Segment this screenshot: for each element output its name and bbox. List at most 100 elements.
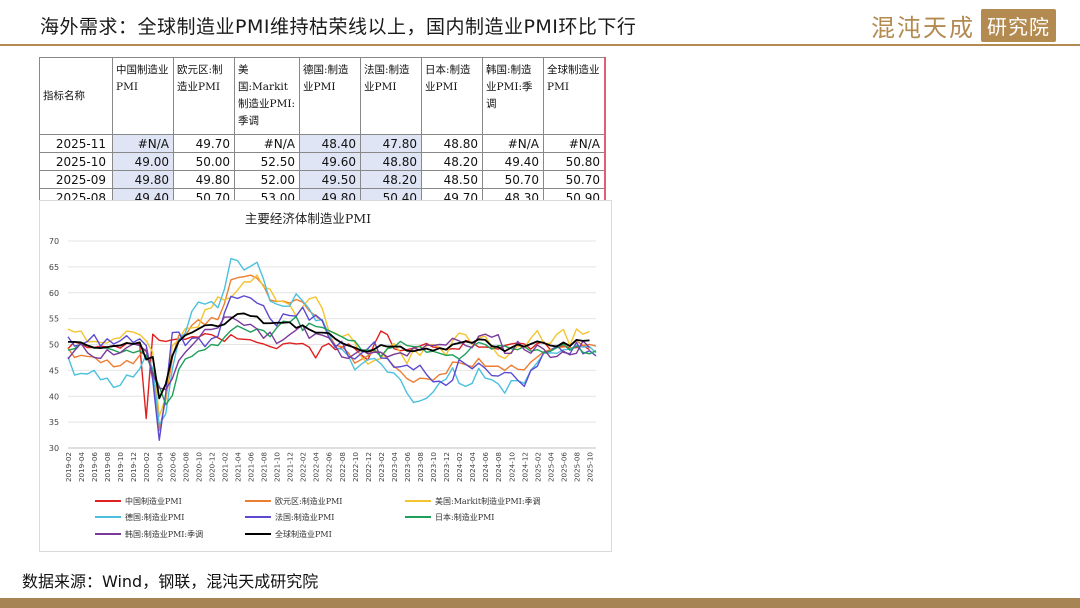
x-tick-label: 2021-12 xyxy=(286,452,295,482)
x-tick-label: 2022-04 xyxy=(312,452,321,482)
table-row: 2025-11 #N/A 49.70 #N/A 48.40 47.80 48.80 #N/A #… xyxy=(39,134,606,153)
table-header-cell: 日本:制造业PMI xyxy=(421,57,483,135)
table-cell: #N/A xyxy=(543,134,606,153)
x-tick-label: 2020-02 xyxy=(142,452,151,482)
x-tick-label: 2020-10 xyxy=(194,452,203,482)
x-tick-label: 2022-12 xyxy=(364,452,373,482)
y-tick-label: 65 xyxy=(49,263,59,272)
pmi-line-chart: 主要经济体制造业PMI 30 35 40 45 50 55 60 65 70 2019-02 20… xyxy=(49,211,597,539)
table-header-cell: 全球制造业PMI xyxy=(543,57,606,135)
legend-label: 美国:Markit制造业PMI:季调 xyxy=(435,496,541,506)
table-cell: #N/A xyxy=(234,134,300,153)
y-tick-label: 60 xyxy=(49,289,59,298)
series-line xyxy=(67,316,590,391)
x-tick-label: 2024-02 xyxy=(455,452,464,482)
x-tick-label: 2023-12 xyxy=(442,452,451,482)
table-cell: 49.70 xyxy=(173,134,235,153)
table-cell: 48.40 xyxy=(299,134,361,153)
legend-label: 中国制造业PMI xyxy=(125,496,182,506)
x-tick-label: 2019-06 xyxy=(90,452,99,482)
table-cell: 52.00 xyxy=(234,170,300,189)
x-tick-label: 2023-02 xyxy=(377,452,386,482)
x-tick-label: 2022-06 xyxy=(325,452,334,482)
x-tick-label: 2025-10 xyxy=(585,452,594,482)
x-tick-label: 2021-10 xyxy=(273,452,282,482)
y-tick-label: 50 xyxy=(49,341,59,350)
table-header-cell: 韩国:制造业PMI:季调 xyxy=(482,57,544,135)
x-tick-label: 2024-06 xyxy=(481,452,490,482)
x-tick-label: 2019-08 xyxy=(103,452,112,482)
table-header-cell: 德国:制造业PMI xyxy=(299,57,361,135)
legend-label: 全球制造业PMI xyxy=(275,529,332,539)
series-line xyxy=(67,315,597,406)
x-tick-label: 2021-08 xyxy=(260,452,269,482)
table-cell: 49.40 xyxy=(482,152,544,171)
table-cell: 52.50 xyxy=(234,152,300,171)
y-tick-label: 35 xyxy=(49,418,59,427)
legend-label: 欧元区:制造业PMI xyxy=(275,496,342,506)
series-line xyxy=(68,312,590,400)
brand-box-text: 研究院 xyxy=(981,8,1056,42)
x-tick-label: 2021-02 xyxy=(220,452,229,482)
table-header-cell: 美国:Markit制造业PMI:季调 xyxy=(234,57,300,135)
x-tick-label: 2022-10 xyxy=(351,452,360,482)
table-cell: 50.70 xyxy=(543,170,606,189)
table-cell: 47.80 xyxy=(360,134,422,153)
legend-label: 德国:制造业PMI xyxy=(125,512,184,522)
table-row-label: 2025-09 xyxy=(39,170,113,189)
x-tick-label: 2024-12 xyxy=(520,452,529,482)
table-cell: #N/A xyxy=(112,134,174,153)
x-tick-label: 2023-08 xyxy=(416,452,425,482)
table-cell: 48.50 xyxy=(421,170,483,189)
x-tick-label: 2020-04 xyxy=(155,452,164,482)
x-tick-label: 2025-04 xyxy=(546,452,555,482)
table-row-label: 2025-11 xyxy=(39,134,113,153)
brand-main-text: 混沌天成 xyxy=(871,13,975,42)
x-tick-label: 2025-06 xyxy=(559,452,568,482)
table-cell: #N/A xyxy=(482,134,544,153)
table-cell: 48.80 xyxy=(421,134,483,153)
table-header-cell: 法国:制造业PMI xyxy=(360,57,422,135)
x-tick-label: 2019-04 xyxy=(77,452,86,482)
pmi-table: 指标名称 中国制造业PMI 欧元区:制造业PMI 美国:Markit制造业PMI… xyxy=(39,57,606,207)
y-tick-label: 55 xyxy=(49,315,59,324)
table-row-label: 2025-10 xyxy=(39,152,113,171)
x-tick-label: 2022-08 xyxy=(338,452,347,482)
x-tick-label: 2022-02 xyxy=(299,452,308,482)
table-cell: 49.80 xyxy=(173,170,235,189)
x-tick-label: 2020-06 xyxy=(168,452,177,482)
table-header-cell: 指标名称 xyxy=(39,57,113,135)
x-tick-label: 2019-02 xyxy=(64,452,73,482)
x-tick-label: 2019-10 xyxy=(116,452,125,482)
chart-title: 主要经济体制造业PMI xyxy=(245,211,371,226)
x-tick-label: 2023-06 xyxy=(403,452,412,482)
data-source: 数据来源：Wind，钢联，混沌天成研究院 xyxy=(22,572,319,591)
table-cell: 49.60 xyxy=(299,152,361,171)
x-tick-label: 2024-08 xyxy=(494,452,503,482)
header-rule xyxy=(0,44,1080,46)
table-header-cell: 欧元区:制造业PMI xyxy=(173,57,235,135)
x-tick-label: 2021-06 xyxy=(247,452,256,482)
x-tick-label: 2023-04 xyxy=(390,452,399,482)
table-row: 2025-10 49.00 50.00 52.50 49.60 48.80 48.20 49.… xyxy=(39,152,606,171)
x-tick-label: 2020-08 xyxy=(181,452,190,482)
table-cell: 50.00 xyxy=(173,152,235,171)
legend-label: 韩国:制造业PMI:季调 xyxy=(125,529,203,539)
legend-label: 日本:制造业PMI xyxy=(435,512,494,522)
table-header-cell: 中国制造业PMI xyxy=(112,57,174,135)
page-title: 海外需求：全球制造业PMI维持枯荣线以上，国内制造业PMI环比下行 xyxy=(40,16,637,38)
chart-container: 主要经济体制造业PMI 30 35 40 45 50 55 60 65 70 2019-02 20… xyxy=(39,200,612,552)
table-cell: 49.50 xyxy=(299,170,361,189)
table-cell: 48.20 xyxy=(421,152,483,171)
x-tick-label: 2024-10 xyxy=(507,452,516,482)
table-cell: 49.00 xyxy=(112,152,174,171)
y-tick-label: 45 xyxy=(49,366,59,375)
table-cell: 48.80 xyxy=(360,152,422,171)
footer-bar xyxy=(0,598,1080,608)
table-cell: 50.70 xyxy=(482,170,544,189)
brand-logo: 混沌天成 研究院 xyxy=(871,8,1056,42)
x-tick-label: 2024-04 xyxy=(468,452,477,482)
y-tick-label: 40 xyxy=(49,392,59,401)
table-cell: 48.20 xyxy=(360,170,422,189)
legend-label: 法国:制造业PMI xyxy=(275,512,334,522)
